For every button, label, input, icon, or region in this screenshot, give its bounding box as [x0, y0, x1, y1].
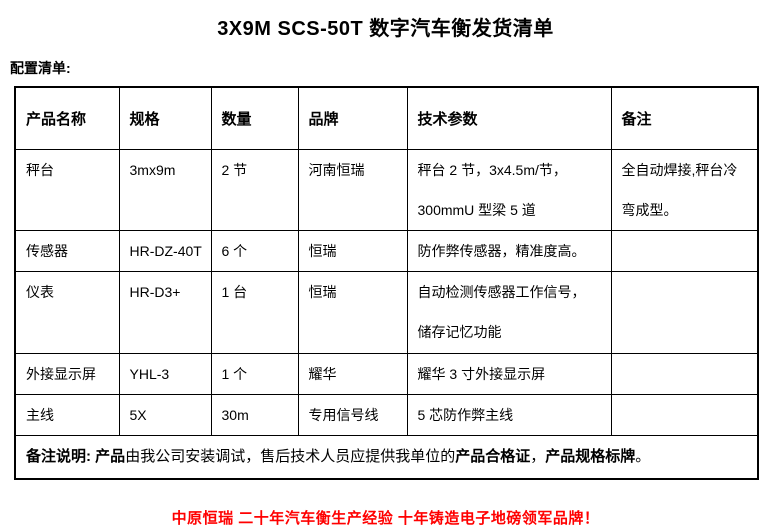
quantity-cell: 2 节 — [210, 148, 299, 231]
tech-params-line: 300mmU 型梁 5 道 — [417, 201, 536, 218]
remark-cell-empty — [610, 229, 759, 272]
tech-params-line: 5 芯防作弊主线 — [417, 406, 514, 423]
tech-params-cell: 5 芯防作弊主线 — [406, 393, 612, 436]
note-text-bold: 产品合格证 — [455, 447, 531, 465]
tech-params-cell: 耀华 3 寸外接显示屏 — [406, 352, 612, 395]
brand-cell: 专用信号线 — [297, 393, 408, 436]
brand-cell: 恒瑞 — [297, 270, 408, 354]
note-text-bold: 产品 — [95, 447, 126, 465]
table-header-row: 产品名称 规格 数量 品牌 技术参数 备注 — [14, 86, 759, 150]
spec-cell: 3mx9m — [118, 148, 212, 231]
column-header-tech-params: 技术参数 — [406, 86, 612, 150]
tech-params-cell: 自动检测传感器工作信号， 储存记忆功能 — [406, 270, 612, 354]
product-name-cell: 外接显示屏 — [14, 352, 120, 395]
note-label: 备注说明: — [26, 447, 96, 465]
note-text: ， — [530, 447, 546, 465]
column-header-remark: 备注 — [610, 86, 759, 150]
remark-line: 全自动焊接,秤台冷 — [621, 161, 738, 178]
quantity-cell: 6 个 — [210, 229, 299, 272]
column-header-product-name: 产品名称 — [14, 86, 120, 150]
table-row-platform: 秤台 3mx9m 2 节 河南恒瑞 秤台 2 节，3x4.5m/节， 300mm… — [14, 148, 759, 231]
table-row-sensor: 传感器 HR-DZ-40T 6 个 恒瑞 防作弊传感器，精准度高。 — [14, 229, 759, 272]
page-title: 3X9M SCS-50T 数字汽车衡发货清单 — [217, 18, 554, 40]
note-text: 由我公司安装调试，售后技术人员应提供我单位的 — [125, 447, 456, 465]
product-name-cell: 秤台 — [14, 148, 120, 231]
product-name-cell: 传感器 — [14, 229, 120, 272]
spec-cell: 5X — [118, 393, 212, 436]
remark-cell-empty — [610, 352, 759, 395]
product-name-cell: 主线 — [14, 393, 120, 436]
tech-params-line: 耀华 3 寸外接显示屏 — [417, 365, 546, 382]
note-text-bold: 产品规格标牌 — [545, 447, 636, 465]
remark-cell-empty — [610, 393, 759, 436]
footer-slogan: 中原恒瑞 二十年汽车衡生产经验 十年铸造电子地磅领军品牌！ — [171, 510, 600, 527]
brand-cell: 恒瑞 — [297, 229, 408, 272]
config-list-label: 配置清单: — [10, 60, 71, 76]
spec-cell: HR-DZ-40T — [118, 229, 212, 272]
tech-params-line: 储存记忆功能 — [417, 323, 502, 340]
remark-line: 弯成型。 — [621, 201, 678, 218]
table-row-indicator: 仪表 HR-D3+ 1 台 恒瑞 自动检测传感器工作信号， 储存记忆功能 — [14, 270, 759, 354]
remark-cell-empty — [610, 270, 759, 354]
tech-params-cell: 秤台 2 节，3x4.5m/节， 300mmU 型梁 5 道 — [406, 148, 612, 231]
note-text: 。 — [635, 447, 651, 465]
column-header-quantity: 数量 — [210, 86, 299, 150]
product-name-cell: 仪表 — [14, 270, 120, 354]
tech-params-line: 防作弊传感器，精准度高。 — [417, 242, 586, 259]
tech-params-cell: 防作弊传感器，精准度高。 — [406, 229, 612, 272]
remark-cell: 全自动焊接,秤台冷 弯成型。 — [610, 148, 759, 231]
tech-params-line: 自动检测传感器工作信号， — [417, 283, 586, 300]
note-cell: 备注说明: 产品由我公司安装调试，售后技术人员应提供我单位的产品合格证，产品规格… — [14, 434, 759, 480]
column-header-spec: 规格 — [118, 86, 212, 150]
quantity-cell: 1 台 — [210, 270, 299, 354]
spec-cell: HR-D3+ — [118, 270, 212, 354]
brand-cell: 河南恒瑞 — [297, 148, 408, 231]
spec-cell: YHL-3 — [118, 352, 212, 395]
tech-params-line: 秤台 2 节，3x4.5m/节， — [417, 161, 567, 178]
config-table: 产品名称 规格 数量 品牌 技术参数 备注 秤台 3mx9m 2 节 河南恒瑞 … — [14, 86, 759, 480]
quantity-cell: 1 个 — [210, 352, 299, 395]
table-note-row: 备注说明: 产品由我公司安装调试，售后技术人员应提供我单位的产品合格证，产品规格… — [14, 434, 759, 480]
column-header-brand: 品牌 — [297, 86, 408, 150]
table-row-main-cable: 主线 5X 30m 专用信号线 5 芯防作弊主线 — [14, 393, 759, 436]
brand-cell: 耀华 — [297, 352, 408, 395]
quantity-cell: 30m — [210, 393, 299, 436]
table-row-external-display: 外接显示屏 YHL-3 1 个 耀华 耀华 3 寸外接显示屏 — [14, 352, 759, 395]
